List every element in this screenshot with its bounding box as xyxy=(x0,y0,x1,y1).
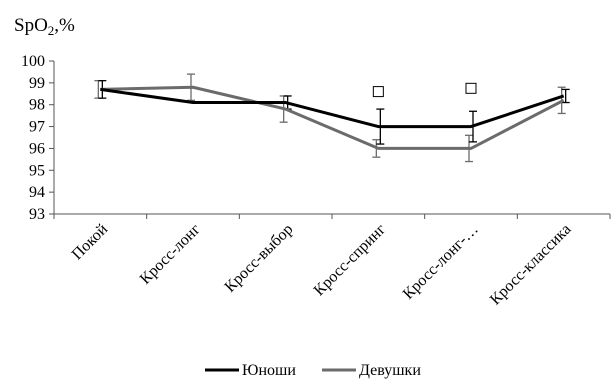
series-line-yunoshi xyxy=(100,87,565,129)
legend: Юноши Девушки xyxy=(205,362,421,379)
x-category-label: Кросс-лонг-… xyxy=(400,221,482,303)
y-tick-label: 97 xyxy=(29,119,45,136)
y-axis-label-sub: 2 xyxy=(48,23,55,38)
y-ticks: 93 94 95 96 97 98 99 100 xyxy=(21,53,54,223)
y-tick-label: 100 xyxy=(21,53,45,70)
y-tick-label: 93 xyxy=(29,206,45,223)
y-axis-label-main: SpO xyxy=(14,15,48,36)
y-tick-label: 96 xyxy=(29,140,45,157)
x-category-label: Кросс-спринг xyxy=(311,220,390,299)
x-category-label: Кросс-лонг xyxy=(137,221,204,288)
square-marker xyxy=(465,82,477,94)
y-tick-label: 95 xyxy=(29,162,45,179)
y-tick-label: 98 xyxy=(29,97,45,114)
y-tick-label: 99 xyxy=(29,75,45,92)
y-axis-label: SpO2,% xyxy=(14,15,75,38)
legend-label: Юноши xyxy=(242,362,296,379)
y-tick-label: 94 xyxy=(29,184,45,201)
x-category-labels: Покой Кросс-лонг Кросс-выбор Кросс-спринг Кр… xyxy=(53,214,611,309)
square-markers xyxy=(372,82,477,98)
y-axis-label-suffix: ,% xyxy=(54,15,75,36)
legend-label: Девушки xyxy=(359,362,421,379)
x-category-label: Покой xyxy=(69,220,112,263)
series-lines xyxy=(100,85,565,150)
series-line-devushki xyxy=(100,85,565,150)
x-category-label: Кросс-выбор xyxy=(222,221,297,296)
x-category-label: Кросс-классика xyxy=(487,221,575,309)
square-marker xyxy=(372,86,384,98)
